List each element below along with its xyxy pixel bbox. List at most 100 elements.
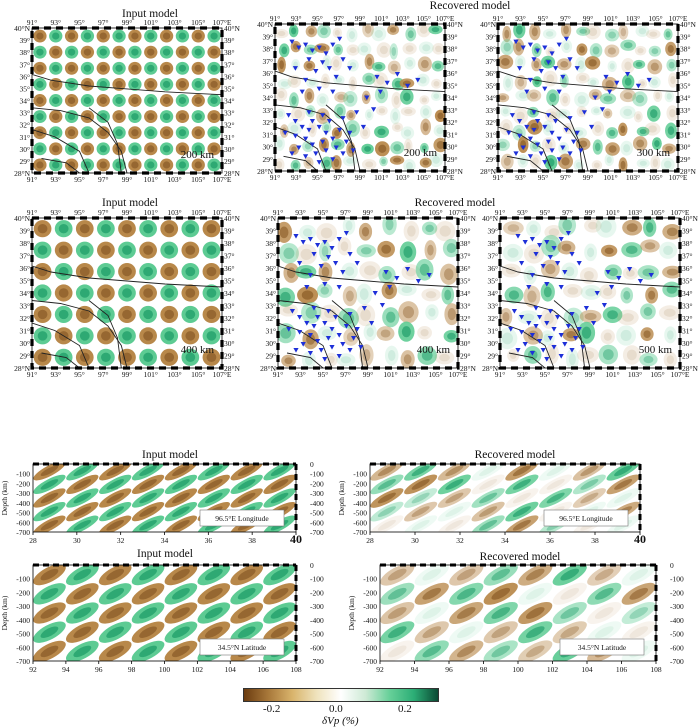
fault-line [278, 265, 458, 288]
anomaly-core [99, 161, 107, 169]
station-marker [326, 119, 332, 124]
anomaly-core [366, 327, 374, 337]
anomaly-core [37, 266, 48, 277]
anomaly-core [83, 161, 92, 169]
section-label: 96.5°E Longitude [559, 514, 613, 523]
anomaly-blob [572, 464, 606, 481]
station-marker [369, 321, 375, 326]
anomaly-blob [544, 225, 564, 240]
anomaly-core [79, 224, 90, 234]
colorbar-tick: 0.0 [329, 703, 343, 715]
station-marker [307, 237, 313, 242]
station-marker [625, 71, 631, 77]
station-marker [519, 261, 525, 266]
anomaly-core [172, 626, 190, 638]
x-tick-label: 34 [161, 536, 169, 545]
station-marker [322, 282, 328, 287]
lon-tick-label: 95° [74, 370, 85, 379]
anomaly-core [131, 48, 139, 56]
station-marker [297, 315, 303, 320]
lon-tick-label: 91° [273, 208, 284, 217]
lat-tick-label: 39° [224, 227, 235, 236]
anomaly-core [623, 144, 631, 153]
depth-tick-label: -600 [310, 643, 324, 652]
anomaly-core [456, 568, 476, 581]
station-marker [384, 80, 390, 86]
anomaly-core [172, 506, 190, 517]
anomaly-blob [604, 264, 622, 280]
station-marker [529, 237, 535, 242]
anomaly-core [624, 77, 632, 86]
anomaly-core [139, 506, 157, 517]
anomaly-core [377, 465, 396, 477]
lat-tick-label: 35° [460, 277, 471, 286]
station-marker [627, 267, 633, 272]
anomaly-blob [308, 121, 317, 138]
anomaly-core [334, 29, 340, 36]
station-marker [304, 321, 310, 326]
anomaly-core [667, 126, 675, 136]
station-marker [544, 282, 550, 287]
anomaly-blob [356, 244, 376, 258]
scale-label: 400 km [417, 344, 451, 356]
anomaly-blob [278, 243, 299, 264]
anomaly-core [666, 227, 678, 237]
anomaly-core [578, 75, 587, 81]
lat-tick-label: 40°N [224, 214, 240, 223]
station-marker [567, 151, 573, 156]
fault-line [325, 104, 356, 171]
anomaly-blob [362, 72, 376, 85]
lat-tick-label: 35° [224, 84, 235, 93]
depth-axis-label: Depth (km) [347, 595, 356, 630]
scale-label: 200 km [404, 147, 438, 159]
anomaly-core [52, 96, 60, 105]
lon-tick-label: 91° [493, 14, 504, 23]
anomaly-blob [498, 138, 510, 152]
map-panel-r1-rec-300: 91°91°93°93°95°95°97°97°99°99°101°101°10… [480, 14, 696, 182]
map-content [275, 24, 445, 171]
lat-tick-label: 39° [263, 32, 274, 41]
lat-tick-label: 33° [20, 109, 31, 118]
station-marker [311, 306, 317, 311]
anomaly-blob [483, 621, 518, 644]
anomaly-core [172, 465, 190, 477]
lat-tick-label: 38° [460, 239, 471, 248]
anomaly-core [270, 465, 289, 477]
station-marker [296, 145, 302, 151]
lat-tick-label: 36° [682, 264, 693, 273]
anomaly-core [36, 145, 44, 153]
station-marker [544, 321, 550, 326]
depth-tick-label: -700 [310, 528, 324, 537]
station-marker [549, 148, 555, 154]
fault-line [278, 322, 333, 368]
lon-tick-label: 101° [144, 18, 158, 27]
depth-tick-label: -500 [353, 509, 367, 518]
lat-tick-label: 32° [680, 118, 691, 127]
anomaly-core [277, 31, 286, 37]
anomaly-core [584, 312, 597, 321]
depth-tick-label: -300 [310, 602, 324, 611]
anomaly-blob [414, 602, 449, 624]
lat-tick-label: 39° [20, 227, 31, 236]
lon-tick-label: 103° [395, 173, 409, 182]
station-marker [560, 74, 566, 80]
anomaly-core [237, 588, 256, 600]
lat-tick-label: 32° [20, 121, 31, 130]
anomaly-core [623, 42, 633, 49]
anomaly-core [404, 108, 413, 114]
lat-tick-label: 33° [266, 302, 277, 311]
anomaly-core [73, 492, 92, 504]
anomaly-core [545, 263, 556, 275]
section-label-box [543, 509, 629, 527]
lon-tick-label: 103° [167, 175, 181, 184]
station-marker [607, 89, 613, 95]
anomaly-blob [346, 109, 356, 121]
station-marker [558, 354, 564, 359]
lat-tick-label: 32° [20, 314, 31, 323]
fault-line [278, 300, 369, 368]
anomaly-core [319, 96, 326, 104]
lat-tick-label: 28°N [680, 167, 696, 176]
anomaly-blob [502, 25, 512, 43]
lat-tick-label: 34° [486, 94, 497, 103]
anomaly-core [445, 519, 464, 531]
